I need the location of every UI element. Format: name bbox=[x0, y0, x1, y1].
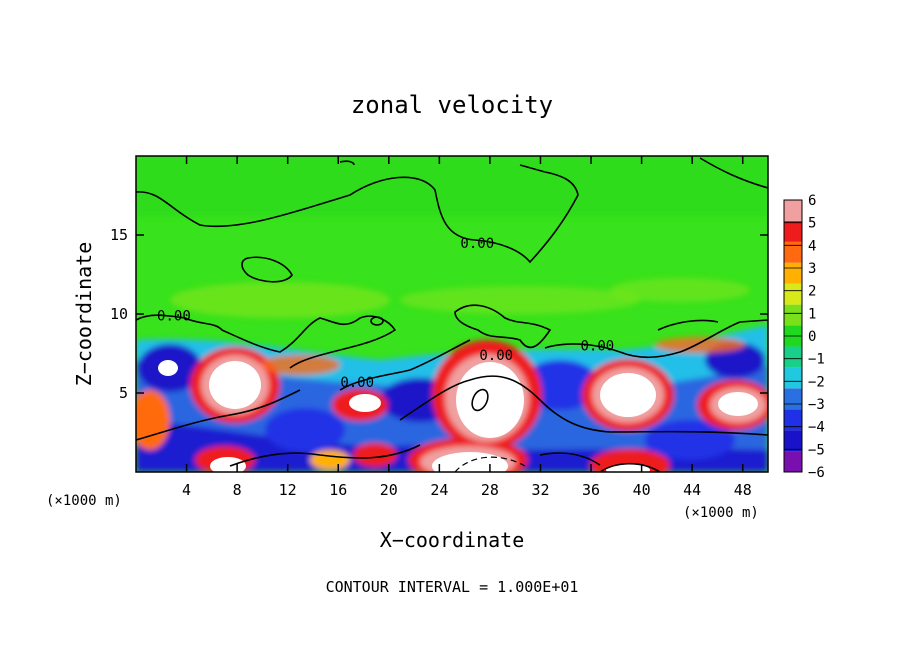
colorbar-label: 2 bbox=[808, 284, 816, 300]
colorbar-label: 1 bbox=[808, 306, 816, 322]
colorbar-swatch bbox=[784, 346, 802, 368]
x-tick-label: 48 bbox=[734, 481, 752, 499]
colorbar-label: −4 bbox=[808, 420, 825, 436]
x-axis-title: X−coordinate bbox=[380, 528, 525, 552]
contour-label: 0.00 bbox=[479, 348, 513, 364]
x-tick-label: 16 bbox=[329, 481, 347, 499]
colorbar-label: 0 bbox=[808, 329, 816, 345]
colorbar-label: −1 bbox=[808, 352, 825, 368]
colorbar-swatch bbox=[784, 283, 802, 305]
colorbar-swatch bbox=[784, 241, 802, 263]
y-axis-title: Z−coordinate bbox=[72, 242, 96, 387]
colorbar-label: −5 bbox=[808, 442, 825, 458]
contour-label: 0.00 bbox=[581, 339, 615, 355]
x-unit-left: (×1000 m) bbox=[46, 493, 122, 509]
colorbar-label: 4 bbox=[808, 238, 816, 254]
colorbar-swatch bbox=[784, 409, 802, 431]
y-axis: 5 10 15 bbox=[110, 226, 768, 402]
contour-interval-footer: CONTOUR INTERVAL = 1.000E+01 bbox=[326, 578, 579, 596]
x-tick-label: 28 bbox=[481, 481, 499, 499]
x-tick-label: 40 bbox=[633, 481, 651, 499]
y-tick-label: 15 bbox=[110, 226, 128, 244]
contour-labels: 0.00 0.00 0.00 0.00 0.00 bbox=[157, 236, 615, 391]
colorbar-swatch bbox=[784, 200, 802, 221]
contour-label: 0.00 bbox=[340, 375, 374, 391]
colorbar-label: −6 bbox=[808, 465, 825, 481]
x-tick-label: 36 bbox=[582, 481, 600, 499]
colorbar-label: 3 bbox=[808, 261, 816, 277]
colorbar-label: −2 bbox=[808, 374, 825, 390]
heatmap-field bbox=[136, 156, 768, 472]
colorbar-swatch bbox=[784, 430, 802, 452]
x-tick-label: 44 bbox=[683, 481, 701, 499]
x-tick-label: 12 bbox=[279, 481, 297, 499]
colorbar-swatch bbox=[784, 367, 802, 389]
x-unit-right: (×1000 m) bbox=[683, 505, 759, 521]
colorbar: −6 −5 −4 −3 −2 −1 0 1 2 3 4 5 6 bbox=[783, 193, 825, 481]
contour-label: 0.00 bbox=[460, 236, 494, 252]
x-tick-label: 8 bbox=[233, 481, 242, 499]
colorbar-swatch bbox=[784, 220, 802, 242]
x-axis: 4 8 12 16 20 24 28 32 36 40 44 48 bbox=[182, 156, 752, 499]
x-tick-label: 20 bbox=[380, 481, 398, 499]
chart-title: zonal velocity bbox=[351, 91, 553, 119]
colorbar-swatch bbox=[784, 451, 802, 472]
colorbar-swatch bbox=[784, 304, 802, 326]
colorbar-label: 5 bbox=[808, 216, 816, 232]
y-tick-label: 10 bbox=[110, 305, 128, 323]
x-tick-label: 32 bbox=[531, 481, 549, 499]
x-tick-label: 4 bbox=[182, 481, 191, 499]
colorbar-label: 6 bbox=[808, 193, 816, 209]
y-tick-label: 5 bbox=[119, 384, 128, 402]
colorbar-swatch bbox=[784, 262, 802, 284]
contour-label: 0.00 bbox=[157, 309, 191, 325]
x-tick-label: 24 bbox=[430, 481, 448, 499]
colorbar-label: −3 bbox=[808, 397, 825, 413]
colorbar-swatch bbox=[784, 388, 802, 410]
